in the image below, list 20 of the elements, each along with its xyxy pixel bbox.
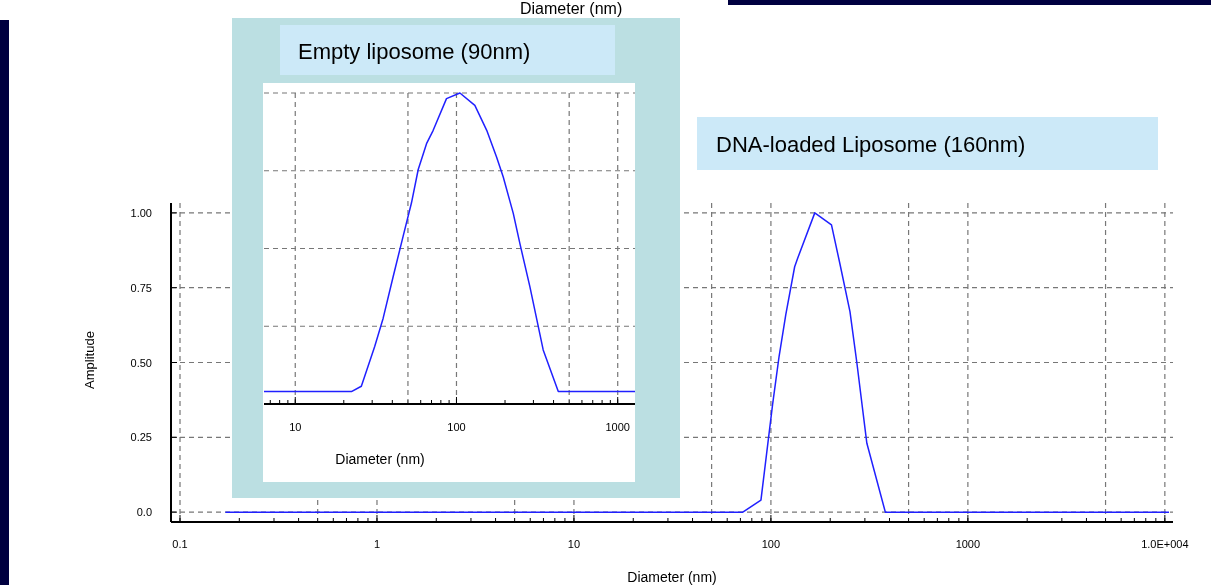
x-tick-label: 1 [373, 538, 381, 550]
x-tick-label: 1000 [605, 421, 630, 433]
x-tick-label: 0.1 [172, 538, 188, 550]
x-tick-label: 1000 [955, 538, 981, 550]
x-tick-label: 100 [761, 538, 781, 550]
x-tick-label: 10 [289, 421, 302, 433]
text: Diameter (nm) [520, 0, 623, 17]
x-axis-title: Diameter (nm) [335, 451, 425, 467]
x-tick-label: 10 [567, 538, 581, 550]
y-axis-title: Amplitude [82, 331, 97, 389]
x-axis-title: Diameter (nm) [627, 569, 717, 585]
y-tick-label: 0.50 [130, 356, 152, 369]
y-tick-label: 0.0 [136, 506, 152, 519]
y-tick-label: 0.75 [130, 281, 152, 294]
y-tick-label: 1.00 [130, 206, 152, 219]
chart-title: Empty liposome (90nm) [298, 39, 531, 64]
x-tick-label: 100 [447, 421, 466, 433]
x-tick-label: 1.0E+004 [1141, 538, 1189, 550]
text: DNA-loaded Liposome (160nm) [716, 132, 1026, 157]
y-tick-label: 0.25 [130, 431, 152, 444]
